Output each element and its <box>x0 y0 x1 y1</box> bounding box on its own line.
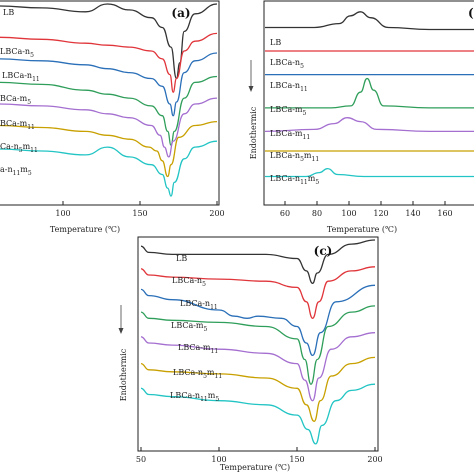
panel-a-series-line-4 <box>0 97 218 158</box>
panel-c-series-label: LBCa-n5m11 <box>173 368 222 380</box>
panel-a-series-line-1 <box>0 32 218 93</box>
panel-a-plot-area <box>0 3 218 197</box>
arrow-down-icon <box>118 328 124 334</box>
panel-b-xtick-label: 80 <box>312 209 322 218</box>
panel-a-series-line-3 <box>0 75 218 146</box>
panel-b-label: ( <box>468 6 474 20</box>
panel-c-xtick-label: 200 <box>367 455 382 464</box>
panel-c-frame <box>137 236 379 452</box>
panel-c-xtick-label: 100 <box>211 455 226 464</box>
arrow-down-icon <box>248 86 254 92</box>
panel-c-label: (c) <box>314 244 333 258</box>
panel-a-series-label: Ca-n5m11 <box>0 142 38 154</box>
panel-b-series-line-3 <box>265 77 474 109</box>
panel-b-xtick-label: 120 <box>373 209 388 218</box>
panel-b-x-axis-label: Temperature (℃) <box>327 225 397 234</box>
panel-b-series-line-6 <box>265 167 474 178</box>
panel-c-series-line-5 <box>140 356 376 422</box>
panel-b-series-label: LBCa-m11 <box>270 129 310 141</box>
panel-a-xtick-label: 150 <box>132 209 147 218</box>
panel-b-frame <box>263 0 474 206</box>
panel-c-series-label: LB <box>176 254 187 263</box>
panel-a-frame <box>0 0 220 206</box>
panel-a-xtick-label: 100 <box>55 209 70 218</box>
panel-a-series-label: BCa-m11 <box>0 119 35 131</box>
panel-a-series-label: LB <box>3 8 14 17</box>
panel-a-series-label: LBCa-n11 <box>2 71 40 83</box>
panel-c-plot-area <box>140 239 376 445</box>
panel-c-series-label: LBCa-m11 <box>178 343 218 355</box>
panel-a-series-label: BCa-m5 <box>0 94 31 106</box>
panel-b-series-label: LBCa-n11m5 <box>270 174 319 186</box>
panel-b-xtick-label: 60 <box>280 209 290 218</box>
panel-a-x-axis-label: Temperature (℃) <box>50 225 120 234</box>
panel-a-xtick-label: 200 <box>209 209 224 218</box>
panel-b-series-label: LBCa-n5 <box>270 58 304 70</box>
panel-a-series-line-5 <box>0 120 218 178</box>
panel-a-series-line-0 <box>0 3 218 80</box>
panel-a-series-label: a-n11m5 <box>0 165 32 177</box>
panel-c-series-line-6 <box>140 383 376 445</box>
panel-c-x-axis-label: Temperature (℃) <box>220 463 290 472</box>
panel-a-series-line-6 <box>0 140 218 197</box>
panel-c-series-label: LBCa-n5 <box>172 276 206 288</box>
panel-c-series-line-1 <box>140 266 376 319</box>
panel-a-series-line-2 <box>0 52 218 117</box>
panel-c: (c) 50 100 150 200 Temperature (℃) Endot… <box>118 236 383 472</box>
panel-c-series-label: LBCa-n11m5 <box>170 391 219 403</box>
panel-c-xtick-label: 50 <box>136 455 146 464</box>
panel-b-series-line-4 <box>264 117 474 133</box>
panel-b-series-line-0 <box>265 11 474 31</box>
panel-b-xtick-label: 160 <box>437 209 452 218</box>
panel-b-xtick-label: 100 <box>341 209 356 218</box>
panel-a-series-label: LBCa-n5 <box>0 47 34 59</box>
panel-b-series-label: LB <box>270 38 281 47</box>
panel-c-series-line-3 <box>140 305 376 385</box>
panel-b-series-label: LBCa-n5m11 <box>270 151 319 163</box>
panel-c-series-label: LBCa-n11 <box>180 299 218 311</box>
panel-a-label: (a) <box>171 6 190 20</box>
panel-c-series-label: LBCa-m5 <box>171 321 208 333</box>
panel-b-series-label: LBCa-n11 <box>270 81 308 93</box>
panel-c-series-line-0 <box>140 239 376 284</box>
panel-b: ( 60 80 100 120 140 160 Temperature (℃) … <box>248 0 474 234</box>
panel-c-series-line-4 <box>140 332 376 402</box>
panel-c-y-axis-label: Endothermic <box>119 348 128 401</box>
panel-b-plot-area <box>264 11 474 178</box>
panel-a: (a) 100 150 200 Temperature (℃) LB LBCa-… <box>0 0 225 234</box>
panel-c-xtick-label: 150 <box>289 455 304 464</box>
panel-b-y-axis-label: Endothermic <box>249 106 258 159</box>
panel-b-xtick-label: 140 <box>405 209 420 218</box>
panel-b-series-label: LBCa-m5 <box>270 105 307 117</box>
panel-c-series-line-2 <box>140 284 376 357</box>
